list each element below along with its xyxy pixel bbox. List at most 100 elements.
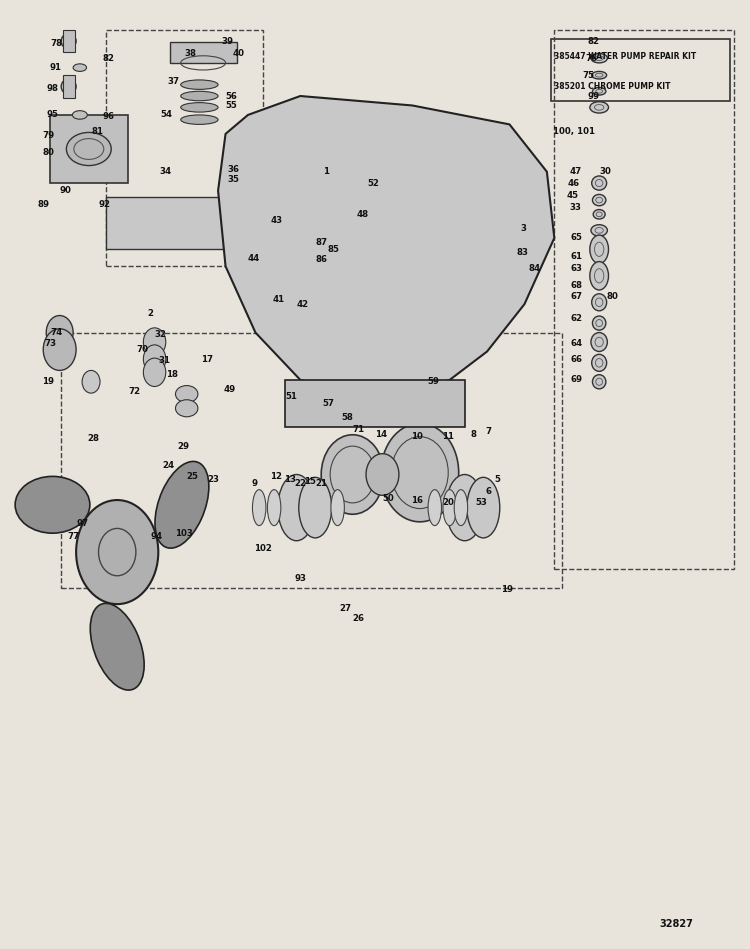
Text: 78: 78 [50,40,62,48]
Text: 52: 52 [368,178,380,188]
Ellipse shape [443,490,457,526]
Bar [62,332,562,588]
Text: 12: 12 [271,472,283,481]
Text: 57: 57 [322,399,334,408]
Ellipse shape [592,294,607,311]
Ellipse shape [592,316,606,330]
Text: 63: 63 [571,264,583,272]
Text: 72: 72 [128,387,140,396]
Text: 2: 2 [147,309,153,318]
Text: 32: 32 [154,330,166,339]
Text: 48: 48 [356,210,368,219]
Ellipse shape [181,91,218,101]
Text: 92: 92 [98,200,110,210]
Text: 76: 76 [586,54,598,63]
Text: 19: 19 [500,586,512,594]
Text: 22: 22 [294,479,306,489]
Text: 80: 80 [607,292,619,301]
Text: 23: 23 [207,474,219,484]
Text: 40: 40 [233,49,245,58]
Text: 65: 65 [571,233,583,242]
Text: 77: 77 [68,531,80,541]
Ellipse shape [593,210,605,219]
Bar [170,42,237,63]
Ellipse shape [592,87,606,95]
Text: 385201 CHROME PUMP KIT: 385201 CHROME PUMP KIT [554,82,670,91]
Text: 24: 24 [162,460,174,470]
Text: 39: 39 [222,37,234,46]
Bar [63,75,74,98]
Ellipse shape [181,80,218,89]
Ellipse shape [73,64,86,71]
Text: 38: 38 [184,49,196,58]
Text: 90: 90 [60,186,71,195]
Text: 91: 91 [50,64,62,72]
Circle shape [143,344,166,373]
Text: 11: 11 [442,432,454,441]
Ellipse shape [454,490,468,526]
Bar [554,29,734,569]
Ellipse shape [592,71,607,79]
Text: 13: 13 [284,474,296,484]
Ellipse shape [72,111,87,120]
Circle shape [366,454,399,495]
Circle shape [44,328,76,370]
Bar [106,197,226,250]
Ellipse shape [428,490,442,526]
Text: 43: 43 [271,216,283,226]
Text: 95: 95 [46,110,58,120]
Text: 81: 81 [91,127,103,137]
Text: 33: 33 [569,203,581,213]
Text: 64: 64 [571,340,583,348]
Text: 79: 79 [43,131,55,140]
Text: 3: 3 [520,224,526,233]
Ellipse shape [591,332,608,351]
Ellipse shape [181,102,218,112]
Text: 62: 62 [571,314,583,323]
Text: 47: 47 [569,167,581,177]
Ellipse shape [592,176,607,190]
Text: 36: 36 [227,165,239,175]
Text: 49: 49 [224,385,236,394]
Circle shape [82,370,100,393]
Text: 74: 74 [50,328,62,337]
Text: 85: 85 [328,245,340,253]
Text: 10: 10 [411,432,423,441]
Polygon shape [285,380,465,427]
Text: 42: 42 [296,300,309,308]
Text: 96: 96 [102,112,114,121]
Text: 28: 28 [87,434,99,443]
Text: 61: 61 [571,252,583,261]
Text: 385447 WATER PUMP REPAIR KIT: 385447 WATER PUMP REPAIR KIT [554,52,697,61]
Text: 14: 14 [375,430,387,439]
Ellipse shape [90,604,144,690]
Text: 97: 97 [76,519,88,529]
Text: 29: 29 [177,441,189,451]
Text: 87: 87 [315,238,327,247]
Text: 37: 37 [167,77,179,86]
Text: 50: 50 [382,493,394,503]
Text: 46: 46 [568,178,580,188]
Text: 54: 54 [160,110,172,120]
Ellipse shape [67,133,111,165]
Text: 35: 35 [227,175,239,184]
Text: 45: 45 [567,191,579,200]
Text: 68: 68 [571,281,583,289]
Text: 99: 99 [588,91,600,101]
Circle shape [143,358,166,386]
Ellipse shape [467,477,500,538]
Text: 9: 9 [252,479,258,489]
Ellipse shape [331,490,344,526]
Text: 56: 56 [226,91,238,101]
Ellipse shape [298,477,332,538]
Circle shape [321,435,384,514]
Text: 83: 83 [517,248,529,256]
Ellipse shape [62,33,76,48]
Text: 80: 80 [43,148,54,158]
Text: 89: 89 [38,200,50,210]
Text: 15: 15 [304,476,316,486]
Text: 69: 69 [571,376,583,384]
Bar [106,29,263,267]
Ellipse shape [278,474,315,541]
Ellipse shape [592,354,607,371]
